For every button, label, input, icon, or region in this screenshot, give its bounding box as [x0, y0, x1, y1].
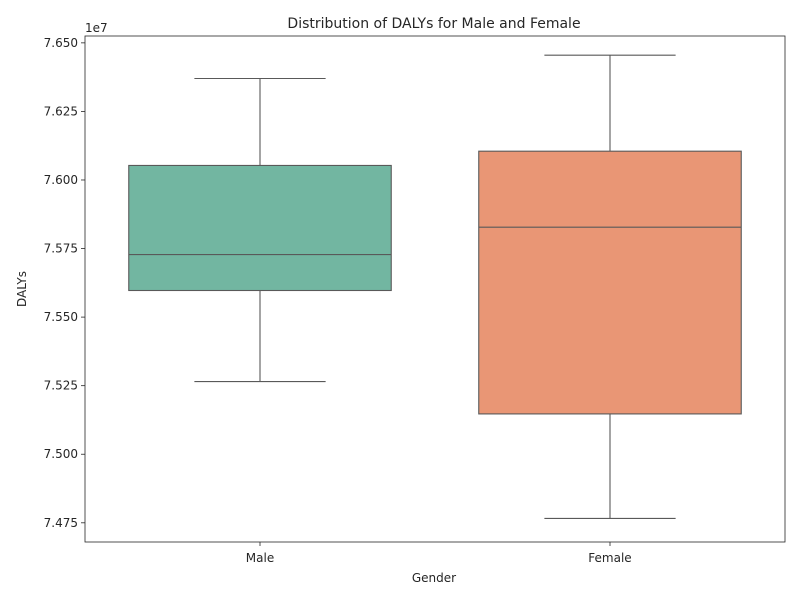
y-tick-label: 7.650: [44, 36, 78, 50]
plot-area: 7.475 7.500 7.525 7.550 7.575 7.600 7.625 7.650…: [44, 36, 742, 565]
y-tick-label: 7.625: [44, 104, 78, 118]
x-axis-label: Gender: [412, 571, 456, 585]
y-tick-label: 7.525: [44, 379, 78, 393]
y-tick-label: 7.575: [44, 242, 78, 256]
x-tick-label-female: Female: [588, 551, 631, 565]
y-tick-label: 7.550: [44, 310, 78, 324]
y-axis-label: DALYs: [15, 271, 29, 307]
y-tick-label: 7.500: [44, 447, 78, 461]
y-axis-offset-text: 1e7: [85, 21, 108, 35]
chart-title: Distribution of DALYs for Male and Femal…: [287, 16, 580, 32]
female-box: [478, 150, 742, 415]
y-tick-label: 7.600: [44, 173, 78, 187]
y-tick-label: 7.475: [44, 516, 78, 530]
male-box: [128, 164, 392, 292]
plot-frame: [84, 35, 786, 543]
x-tick-label-male: Male: [246, 551, 274, 565]
